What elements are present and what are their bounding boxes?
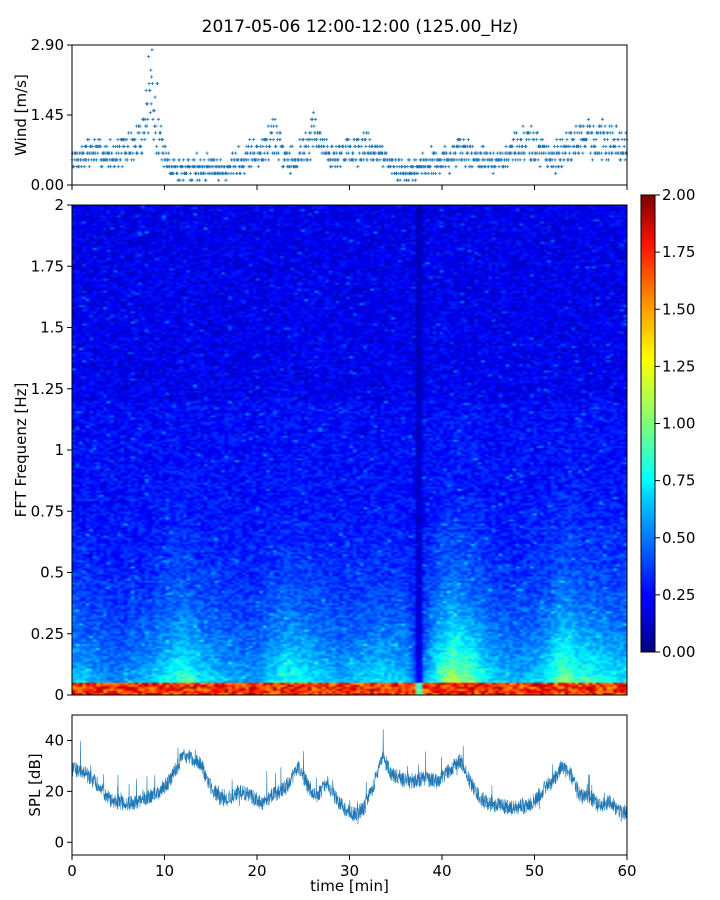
- spectrogram-y-tick-label: 1: [54, 441, 64, 459]
- wind-y-tick-label: 0.00: [31, 176, 64, 194]
- wind-y-axis-label: Wind [m/s]: [12, 74, 30, 156]
- spectrogram-y-axis-label: FFT Frequenz [Hz]: [12, 383, 30, 518]
- spl-x-tick-label: 60: [617, 862, 636, 880]
- spectrogram-y-tick-label: 0.5: [40, 564, 64, 582]
- spectrogram-y-tick-label: 1.5: [40, 319, 64, 337]
- wind-x-ticks: [71, 185, 628, 190]
- colorbar-gradient: [640, 194, 656, 653]
- spectrogram-y-tick-label: 0.25: [31, 625, 64, 643]
- colorbar-tick-label: 1.75: [662, 243, 695, 261]
- wind-y-tick-label: 2.90: [31, 36, 64, 54]
- spl-x-ticks: 0 10 20 30 40 50 60: [67, 855, 637, 880]
- x-axis-label: time [min]: [310, 877, 389, 895]
- wind-y-ticks: 0.00 1.45 2.90: [31, 36, 72, 194]
- spl-y-tick-label: 20: [45, 782, 64, 800]
- spectrogram-image: [72, 205, 627, 695]
- spectrogram-panel: 0 0.25 0.5 0.75 1 1.25 1.5 1.75 2 FFT Frequenz […: [12, 196, 628, 704]
- spl-y-tick-label: 40: [45, 731, 64, 749]
- colorbar-tick-label: 2.00: [662, 186, 695, 204]
- spl-x-tick-label: 30: [340, 862, 359, 880]
- colorbar-tick-label: 0.50: [662, 529, 695, 547]
- spectrogram-y-ticks: 0 0.25 0.5 0.75 1 1.25 1.5 1.75 2: [31, 196, 72, 704]
- spectrogram-y-tick-label: 2: [54, 196, 64, 214]
- colorbar-tick-label: 0.00: [662, 643, 695, 661]
- spl-line: [71, 729, 628, 824]
- spl-y-ticks: 0 20 40: [45, 731, 72, 851]
- spl-x-tick-label: 50: [525, 862, 544, 880]
- colorbar-tick-label: 1.50: [662, 300, 695, 318]
- colorbar: 0.00 0.25 0.50 0.75 1.00 1.25 1.50 1.75 2.00: [640, 186, 695, 661]
- colorbar-tick-label: 0.25: [662, 586, 695, 604]
- figure-title: 2017-05-06 12:00-12:00 (125.00_Hz): [202, 17, 519, 37]
- wind-axes-frame: [71, 44, 628, 186]
- wind-points: [70, 48, 629, 182]
- spl-panel: 0 20 40 0 10 20 30 40 50 60 SPL [dB] time [min]: [26, 714, 637, 895]
- colorbar-tick-label: 0.75: [662, 472, 695, 490]
- spectrogram-y-tick-label: 1.25: [31, 380, 64, 398]
- spectrogram-y-tick-label: 0: [54, 686, 64, 704]
- colorbar-ticks: 0.00 0.25 0.50 0.75 1.00 1.25 1.50 1.75 2.00: [655, 186, 695, 661]
- spectrogram-y-tick-label: 1.75: [31, 257, 64, 275]
- spl-x-tick-label: 0: [67, 862, 77, 880]
- colorbar-tick-label: 1.00: [662, 415, 695, 433]
- colorbar-tick-label: 1.25: [662, 357, 695, 375]
- wind-panel: 0.00 1.45 2.90 Wind [m/s]: [12, 36, 629, 194]
- spectrogram-y-tick-label: 0.75: [31, 502, 64, 520]
- wind-y-tick-label: 1.45: [31, 106, 64, 124]
- spl-y-tick-label: 0: [54, 833, 64, 851]
- spl-x-tick-label: 10: [155, 862, 174, 880]
- wind-data-points: [70, 48, 629, 182]
- spl-x-tick-label: 40: [432, 862, 451, 880]
- spl-x-tick-label: 20: [247, 862, 266, 880]
- spl-y-axis-label: SPL [dB]: [26, 753, 44, 816]
